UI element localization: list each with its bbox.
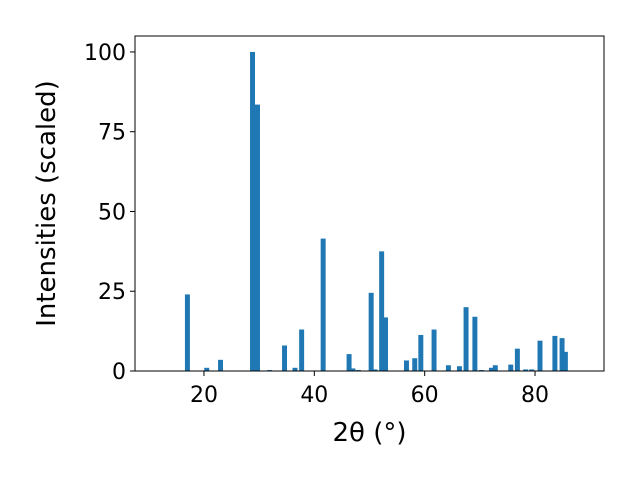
- bar-7: [292, 367, 298, 371]
- bar-32: [537, 340, 543, 371]
- bar-30: [523, 369, 529, 371]
- bar-4: [255, 104, 260, 371]
- bar-19: [418, 334, 424, 371]
- bar-0: [184, 294, 190, 371]
- bar-3: [250, 51, 256, 371]
- x-tick-label: 40: [300, 383, 328, 408]
- bar-27: [492, 365, 498, 371]
- x-tick-label: 60: [411, 383, 439, 408]
- bar-20: [431, 329, 437, 371]
- y-tick-label: 50: [98, 200, 126, 225]
- bar-29: [514, 348, 520, 371]
- bar-16: [383, 317, 388, 371]
- y-tick-label: 25: [98, 280, 126, 305]
- bar-34: [559, 338, 565, 371]
- y-tick-label: 100: [84, 41, 126, 66]
- bar-14: [372, 369, 378, 371]
- y-axis-ticks: 0 25 50 75 100: [84, 41, 135, 385]
- bar-28: [508, 364, 514, 371]
- bar-6: [282, 345, 288, 371]
- bar-24: [472, 316, 478, 371]
- y-tick-label: 0: [112, 360, 126, 385]
- y-tick-label: 75: [98, 121, 126, 146]
- x-tick-label: 20: [190, 383, 218, 408]
- bar-2: [218, 359, 224, 371]
- bar-13: [368, 292, 374, 371]
- bar-10: [346, 354, 352, 371]
- bar-26: [488, 367, 494, 371]
- bar-9: [320, 238, 326, 371]
- bar-1: [204, 367, 210, 371]
- x-axis-label: 2θ (°): [332, 418, 406, 448]
- plot-frame: [134, 35, 605, 372]
- bar-11: [350, 368, 356, 371]
- bar-18: [412, 358, 418, 371]
- bar-35: [562, 351, 568, 371]
- bar-33: [552, 335, 558, 371]
- bar-22: [456, 366, 462, 371]
- x-axis-ticks: 20 40 60 80: [190, 371, 549, 408]
- bar-21: [445, 365, 451, 371]
- bar-series: [184, 51, 568, 371]
- bar-31: [529, 369, 535, 371]
- bar-8: [299, 329, 305, 371]
- y-axis-label: Intensities (scaled): [32, 80, 62, 327]
- bar-23: [463, 307, 469, 371]
- x-tick-label: 80: [521, 383, 549, 408]
- bar-15: [379, 251, 385, 371]
- bar-17: [403, 360, 409, 371]
